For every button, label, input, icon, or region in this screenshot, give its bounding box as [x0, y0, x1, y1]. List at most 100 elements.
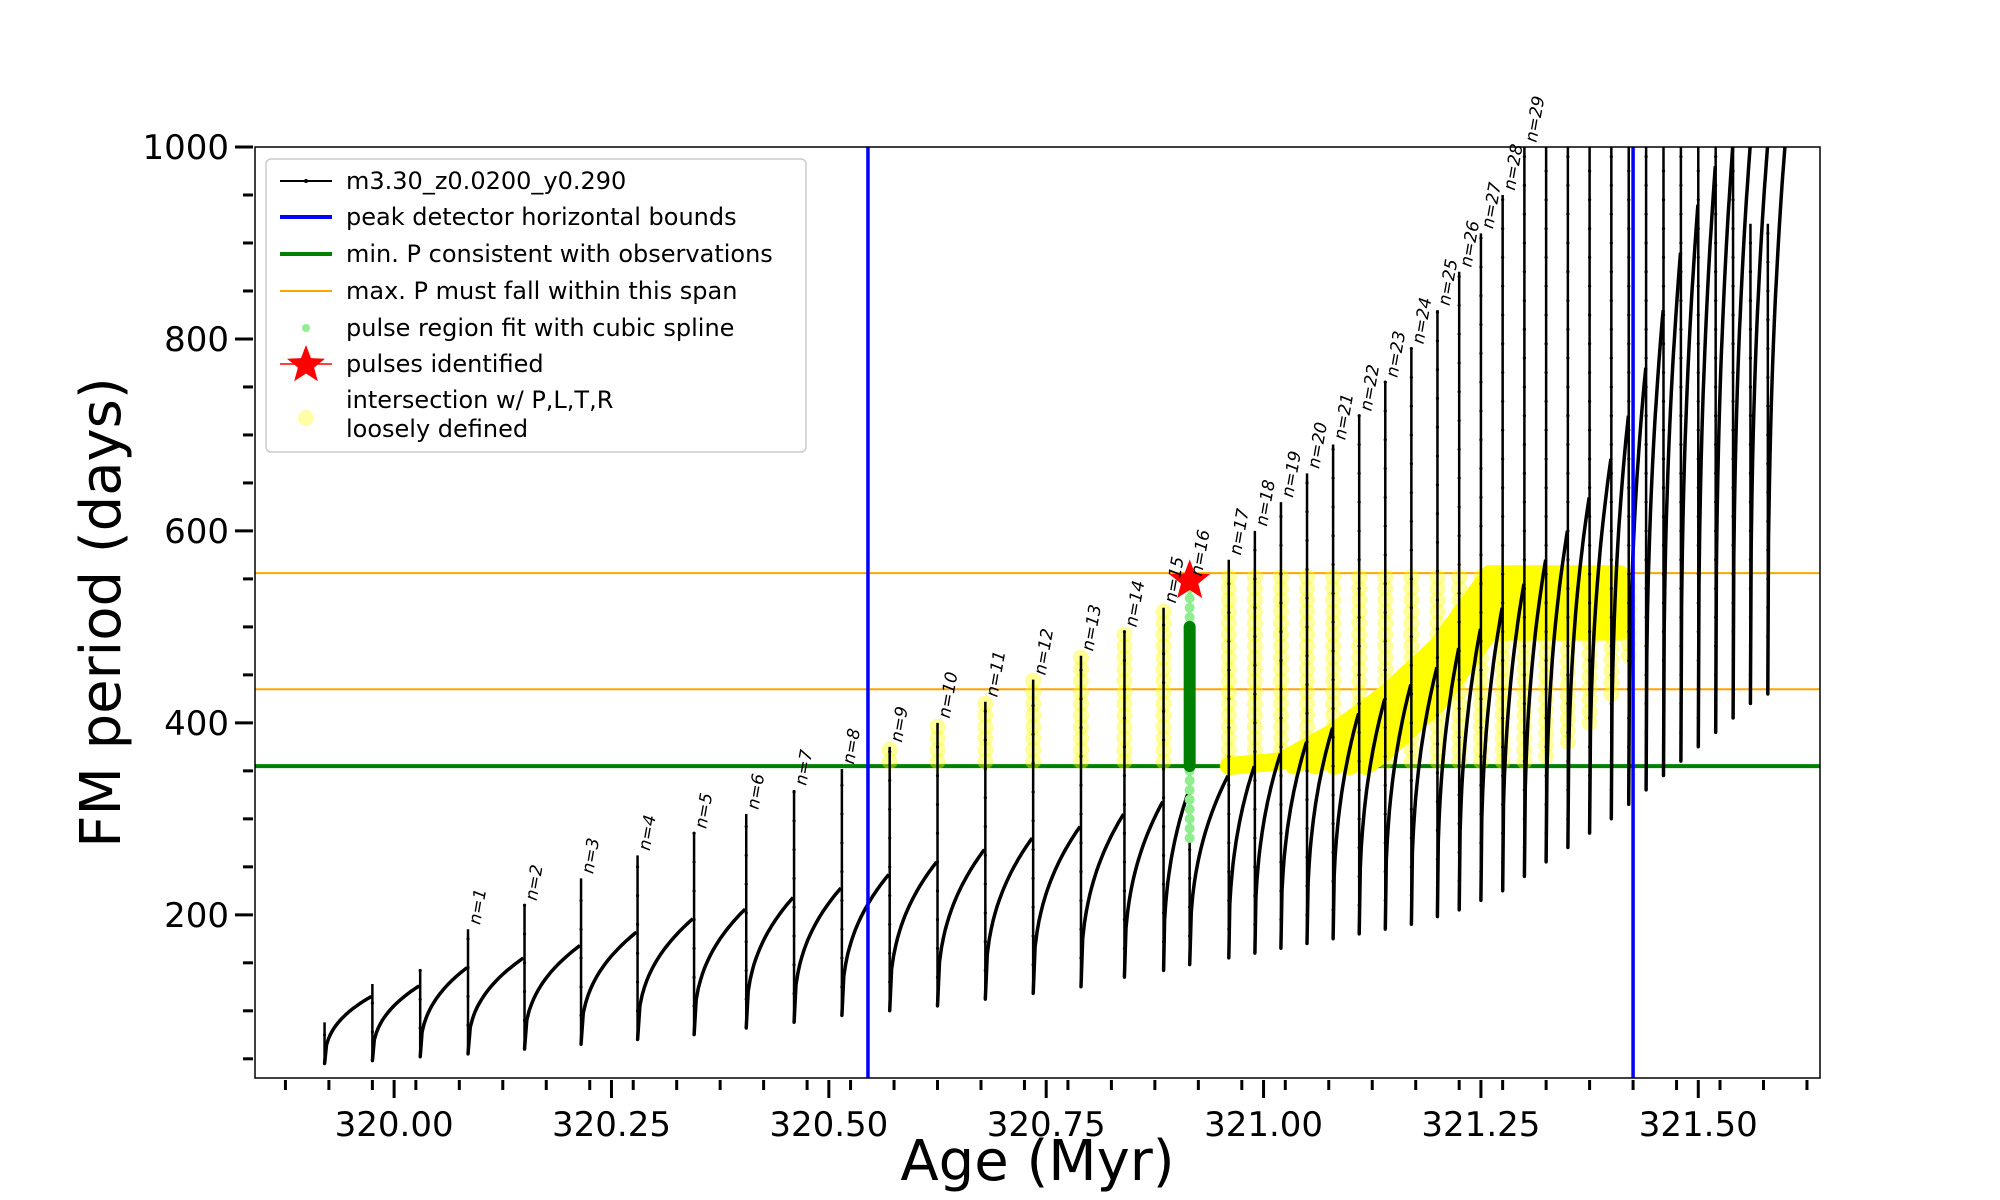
track-point [1357, 615, 1361, 619]
model-track [322, 147, 1787, 1066]
track-point [935, 774, 940, 778]
track-point [1435, 396, 1440, 401]
track-point [1522, 558, 1526, 562]
track-point [935, 975, 940, 979]
track-point [1766, 606, 1770, 610]
track-point [1566, 558, 1570, 562]
track-point [1644, 558, 1648, 562]
track-point [1357, 471, 1361, 475]
track-point [418, 968, 422, 973]
pulse-28 [1435, 310, 1461, 919]
track-point [1587, 428, 1592, 432]
pulse-5 [522, 903, 581, 1051]
pulse-30 [1479, 233, 1504, 903]
track-point [1383, 812, 1387, 816]
track-point [1679, 241, 1683, 245]
track-point [1435, 886, 1440, 890]
track-point [1122, 889, 1127, 893]
track-point [1566, 414, 1570, 418]
legend-entry-track: m3.30_z0.0200_y0.290 [280, 167, 626, 195]
track-point [1609, 615, 1613, 619]
track-point [1661, 630, 1666, 634]
track-point [1731, 370, 1735, 375]
track-point [1679, 356, 1683, 360]
track-point [1544, 572, 1548, 576]
x-tick-label: 321.25 [1421, 1105, 1540, 1145]
track-point [1714, 500, 1718, 504]
track-point [888, 807, 892, 811]
track-point [1644, 529, 1648, 533]
track-point [1457, 361, 1461, 365]
track-point [1383, 783, 1387, 787]
track-point [1522, 241, 1526, 245]
track-point [692, 1004, 696, 1008]
track-point [1679, 759, 1683, 763]
track-point [840, 956, 844, 960]
track-point [1696, 658, 1700, 663]
legend-label: m3.30_z0.0200_y0.290 [346, 167, 626, 195]
track-point [1331, 937, 1335, 941]
track-point [1544, 687, 1548, 691]
legend-dot [302, 324, 310, 332]
track-point [1522, 500, 1526, 504]
track-point [1227, 898, 1231, 903]
track-point [1435, 540, 1440, 545]
track-point [1161, 882, 1166, 886]
track-point [1766, 490, 1770, 495]
track-point [635, 865, 640, 869]
track-point [1748, 500, 1753, 504]
track-point [1544, 831, 1548, 835]
pulse-40 [1679, 147, 1700, 763]
spline-point [1184, 813, 1195, 824]
track-point [1731, 226, 1735, 231]
track-point [1122, 975, 1127, 979]
pulse-recovery [744, 896, 795, 1029]
track-point [1479, 754, 1483, 759]
track-point [1766, 346, 1770, 351]
track-point [1161, 911, 1166, 915]
track-point [1079, 754, 1083, 759]
y-tick-label: 800 [164, 320, 229, 360]
track-point [1679, 414, 1683, 418]
pulse-recovery [1479, 607, 1504, 901]
track-point [888, 836, 892, 840]
track-point [840, 783, 844, 787]
track-point [1587, 284, 1592, 288]
track-point [1731, 342, 1735, 346]
track-point [1766, 260, 1770, 264]
track-point [1587, 486, 1592, 490]
track-point [1479, 351, 1483, 355]
track-point [1479, 726, 1483, 730]
pulse-25 [1357, 414, 1387, 936]
track-point [1435, 512, 1440, 516]
track-point [1766, 577, 1770, 581]
track-point [1609, 586, 1613, 591]
x-tick-label: 320.50 [769, 1105, 888, 1145]
track-point [1357, 874, 1361, 879]
track-point [1731, 601, 1735, 605]
track-point [1457, 562, 1461, 567]
track-point [1435, 684, 1440, 689]
track-point [1766, 231, 1770, 235]
track-point [744, 824, 748, 829]
track-point [1227, 610, 1231, 615]
pulse-22 [1279, 502, 1309, 951]
track-point [1587, 370, 1592, 375]
track-point [1644, 615, 1648, 619]
track-point [692, 975, 696, 979]
track-point [1731, 255, 1735, 259]
track-point [1435, 713, 1440, 717]
legend-entry-max_p_span: max. P must fall within this span [280, 277, 737, 305]
track-point [1609, 471, 1613, 475]
track-point [1627, 457, 1631, 461]
pulse-recovery [840, 873, 891, 1016]
track-point [1079, 783, 1083, 787]
track-point [1031, 704, 1035, 708]
track-point [1627, 284, 1631, 288]
track-point [692, 946, 696, 951]
track-point [1731, 313, 1735, 317]
legend-label: peak detector horizontal bounds [346, 203, 737, 231]
pulse-29 [1457, 271, 1483, 912]
track-point [1748, 702, 1753, 706]
track-point [1161, 940, 1166, 944]
